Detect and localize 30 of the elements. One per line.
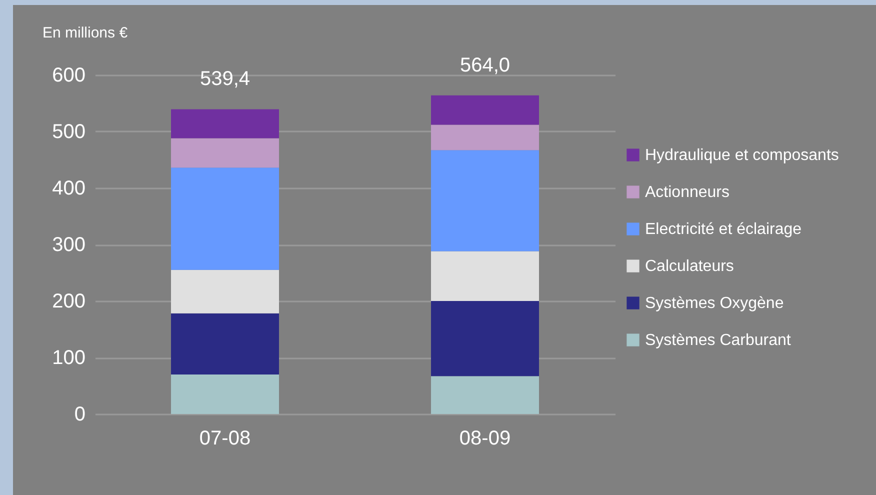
bar [431, 376, 539, 414]
y-tick-label: 200 [52, 290, 86, 312]
y-tick-label: 300 [52, 234, 86, 256]
legend-label: Hydraulique et composants [645, 147, 839, 164]
y-tick-label: 0 [74, 404, 86, 426]
y-tick-label: 100 [52, 347, 86, 369]
y-tick-label: 600 [52, 64, 86, 86]
y-tick-label: 500 [52, 121, 86, 143]
legend-label: Actionneurs [645, 184, 730, 201]
y-tick-label: 400 [52, 178, 86, 200]
bar [171, 270, 279, 314]
bar [171, 138, 279, 168]
bar [171, 313, 279, 374]
y-axis-title: En millions € [42, 24, 128, 42]
legend-label: Systèmes Oxygène [645, 295, 784, 312]
bar [431, 95, 539, 125]
total-label: 539,4 [200, 68, 250, 90]
legend-label: Systèmes Carburant [645, 332, 792, 349]
bar [431, 124, 539, 150]
legend-label: Calculateurs [645, 258, 734, 275]
x-tick-label: 08-09 [459, 428, 511, 450]
bar [171, 109, 279, 138]
legend-label: Electricité et éclairage [645, 221, 802, 238]
bar [171, 374, 279, 414]
bar [431, 301, 539, 376]
x-tick-label: 07-08 [199, 428, 251, 450]
total-label: 564,0 [460, 54, 510, 76]
bar [171, 168, 279, 270]
bar [431, 150, 539, 252]
bar [431, 251, 539, 301]
